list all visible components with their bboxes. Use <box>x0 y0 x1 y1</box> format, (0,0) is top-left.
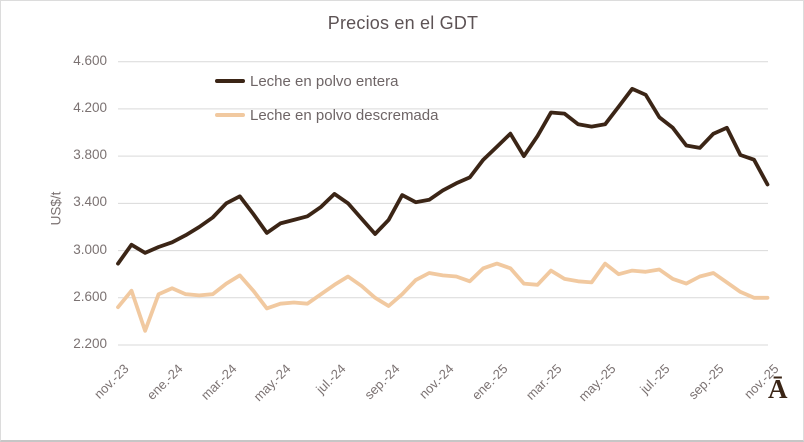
y-axis-title: US$/t <box>48 191 64 226</box>
descremada-line-swatch-icon <box>215 113 245 117</box>
series-line-descremada <box>116 261 770 333</box>
y-tick-label: 2.600 <box>73 288 107 304</box>
y-tick-label: 4.200 <box>73 99 107 115</box>
series-lines <box>116 86 770 333</box>
legend-label-entera: Leche en polvo entera <box>250 72 399 90</box>
legend-item-entera[interactable]: Leche en polvo entera <box>215 72 398 90</box>
entera-line-swatch-icon <box>215 79 245 83</box>
y-tick-label: 3.800 <box>73 147 107 163</box>
y-tick-label: 2.200 <box>73 336 107 351</box>
stray-character: Ā <box>768 374 788 404</box>
chart-title: Precios en el GDT <box>327 13 479 33</box>
y-tick-label: 3.400 <box>73 194 107 210</box>
series-line-entera <box>116 86 770 266</box>
legend-item-descremada[interactable]: Leche en polvo descremada <box>215 106 438 124</box>
legend-label-descremada: Leche en polvo descremada <box>250 106 439 124</box>
y-tick-label: 3.000 <box>73 241 107 257</box>
y-tick-label: 4.600 <box>73 52 107 68</box>
gridlines <box>118 61 768 346</box>
